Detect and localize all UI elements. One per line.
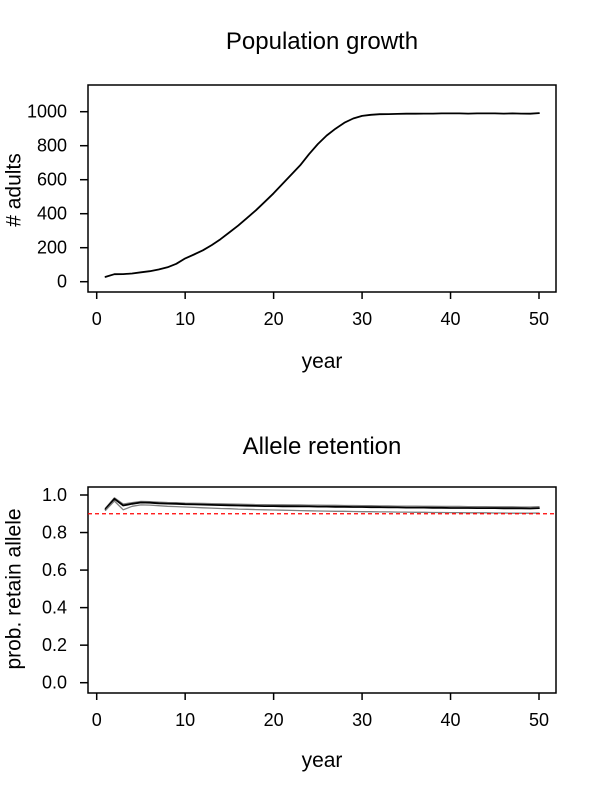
plot-box bbox=[87, 84, 557, 293]
x-tick-label: 30 bbox=[352, 710, 372, 730]
population-growth-title: Population growth bbox=[225, 28, 419, 55]
y-tick-label: 0.6 bbox=[42, 560, 67, 580]
population-growth-xlabel: year bbox=[301, 350, 343, 373]
y-tick-label: 0.0 bbox=[42, 673, 67, 693]
y-tick-label: 1.0 bbox=[42, 485, 67, 505]
y-tick-label: 1000 bbox=[27, 102, 67, 122]
series-line-adults bbox=[104, 112, 540, 278]
x-tick-label: 30 bbox=[352, 309, 372, 329]
y-tick-label: 0.2 bbox=[42, 635, 67, 655]
x-tick-label: 50 bbox=[529, 710, 549, 730]
allele-retention-ylabel: prob. retain allele bbox=[2, 508, 26, 670]
y-tick-label: 0.4 bbox=[42, 598, 67, 618]
x-tick-label: 10 bbox=[175, 309, 195, 329]
allele-retention-xlabel: year bbox=[301, 749, 343, 772]
x-tick-label: 40 bbox=[441, 710, 461, 730]
series-line-upper-envelope bbox=[104, 497, 540, 509]
y-tick-label: 800 bbox=[37, 136, 67, 156]
y-tick-label: 200 bbox=[37, 238, 67, 258]
x-tick-label: 0 bbox=[92, 710, 102, 730]
series-line-lower-envelope bbox=[104, 500, 540, 514]
plot-box bbox=[87, 486, 557, 694]
y-tick-label: 0.8 bbox=[42, 523, 67, 543]
x-tick-label: 10 bbox=[175, 710, 195, 730]
population-growth-ylabel: # adults bbox=[2, 153, 26, 227]
y-tick-label: 600 bbox=[37, 170, 67, 190]
allele-retention-title: Allele retention bbox=[242, 433, 402, 460]
x-tick-label: 20 bbox=[264, 309, 284, 329]
y-tick-label: 400 bbox=[37, 204, 67, 224]
y-tick-label: 0 bbox=[57, 272, 67, 292]
x-tick-label: 0 bbox=[92, 309, 102, 329]
x-tick-label: 50 bbox=[529, 309, 549, 329]
series-line-mean-retention bbox=[104, 497, 540, 511]
x-tick-label: 20 bbox=[264, 710, 284, 730]
x-tick-label: 40 bbox=[441, 309, 461, 329]
